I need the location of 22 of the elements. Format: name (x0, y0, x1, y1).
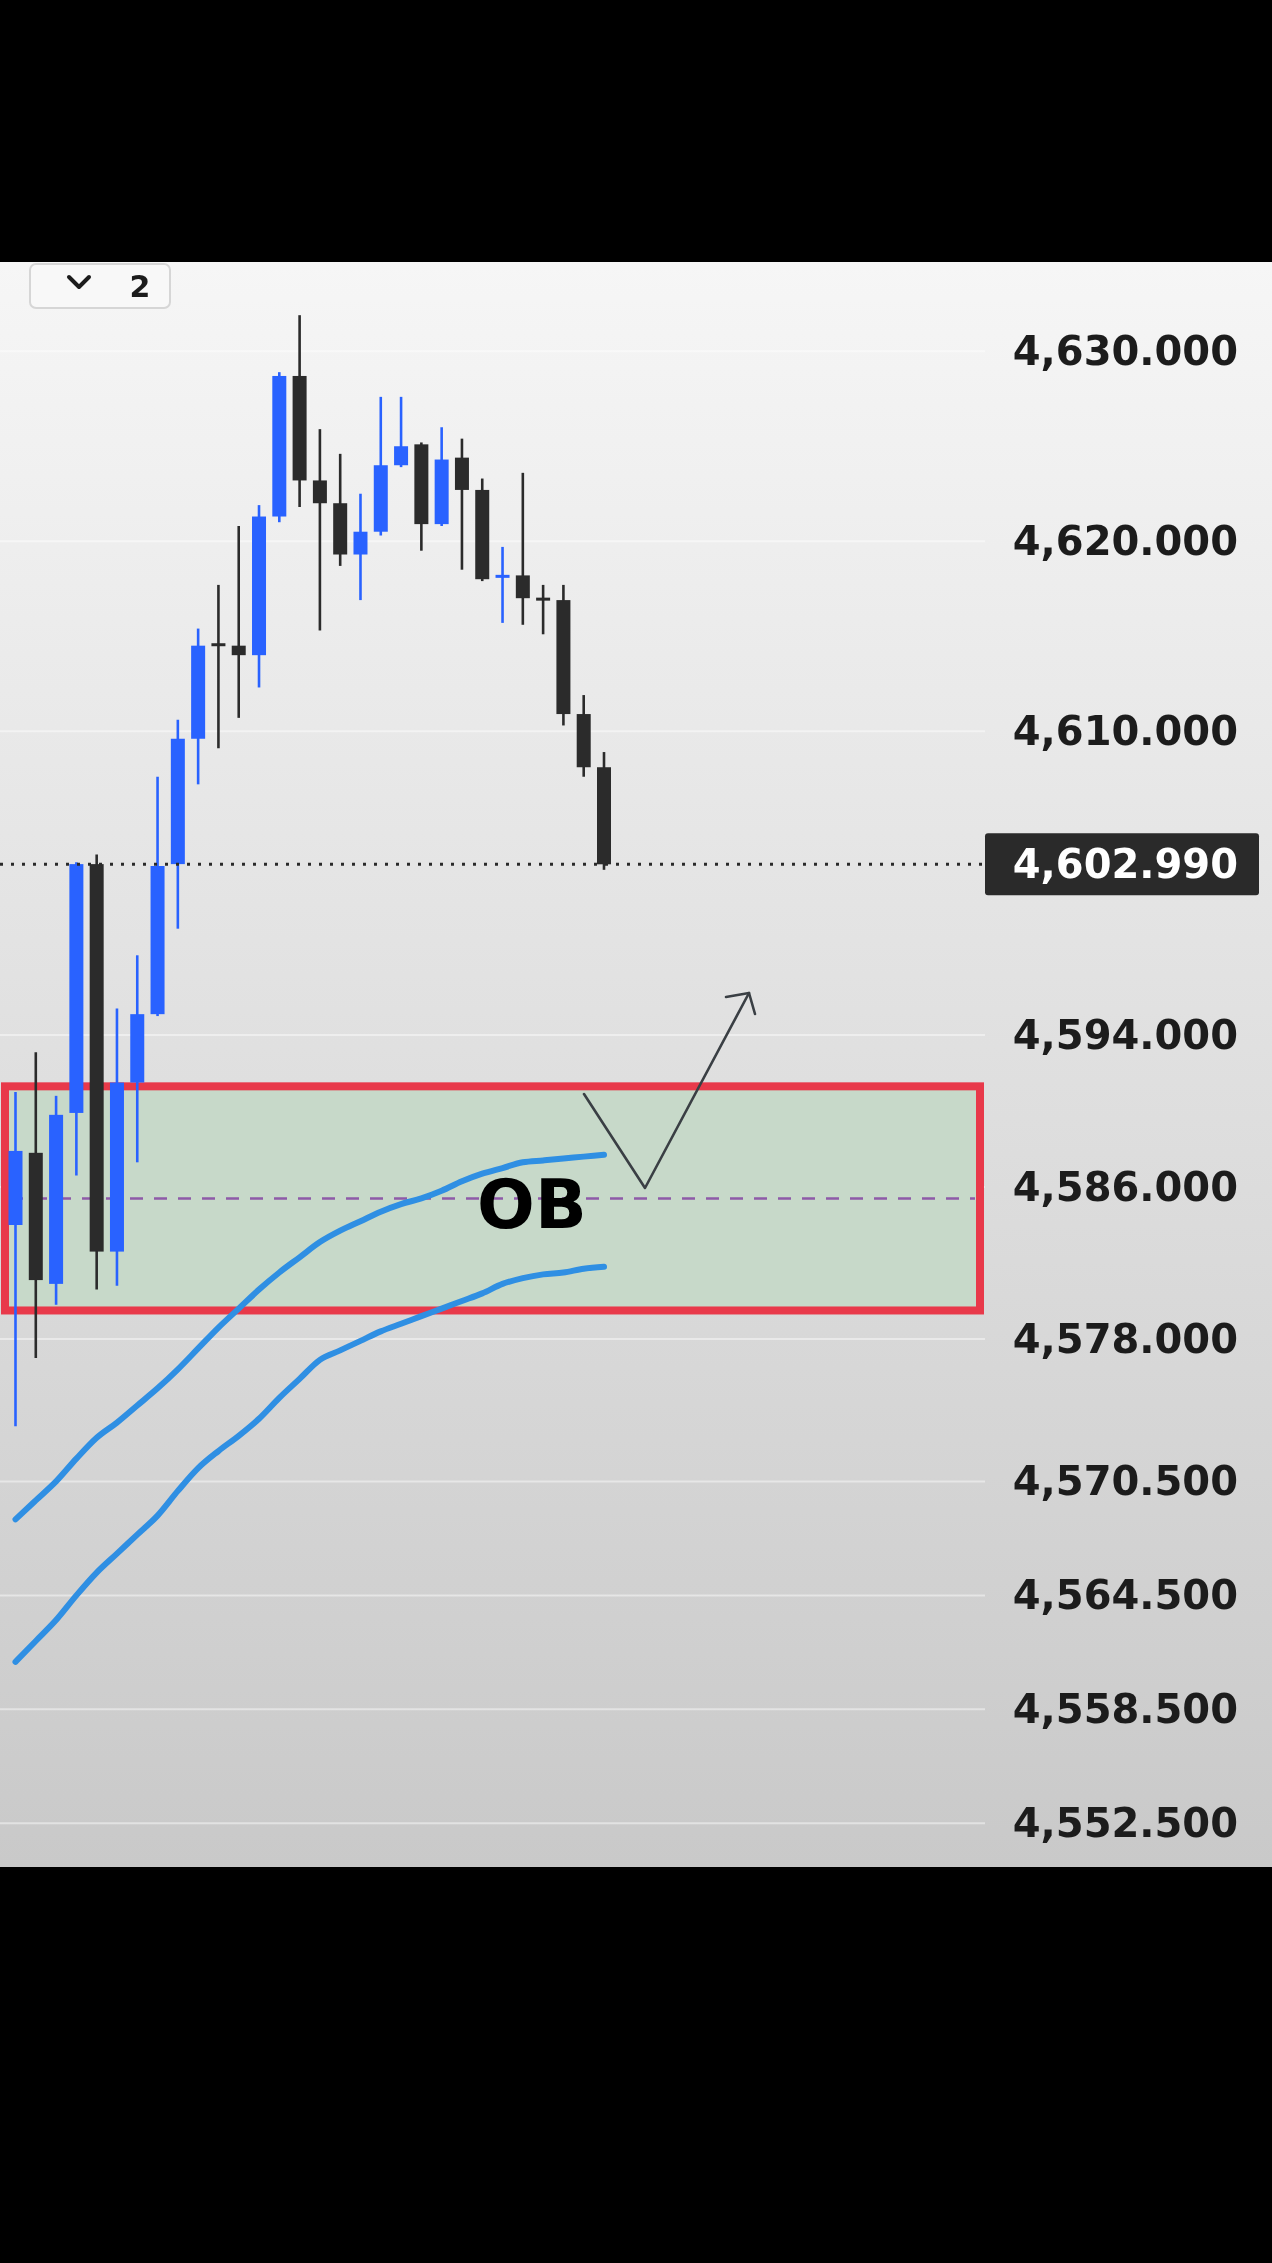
y-tick-label: 4,570.500 (1012, 1458, 1238, 1505)
annotation: 2 (129, 268, 151, 304)
y-tick-label: 4,558.500 (1012, 1686, 1238, 1733)
y-tick-label: 4,610.000 (1012, 708, 1238, 755)
band-label: OB (477, 1164, 587, 1244)
candlestick (536, 583, 551, 636)
candlestick (394, 395, 409, 469)
ref-line-label: 4,602.990 (1012, 841, 1238, 888)
candlestick (515, 471, 530, 627)
candlestick (353, 492, 368, 602)
y-tick-label: 4,586.000 (1012, 1164, 1238, 1211)
candlestick (495, 545, 510, 625)
y-tick-label: 4,564.500 (1012, 1572, 1238, 1619)
y-tick-label: 4,578.000 (1012, 1315, 1238, 1362)
candlestick (211, 583, 226, 750)
counter-button: 2 (29, 263, 171, 309)
y-tick-label: 4,552.500 (1012, 1800, 1238, 1847)
candlestick (231, 524, 246, 720)
y-tick-label: 4,630.000 (1012, 328, 1238, 375)
y-tick-label: 4,594.000 (1012, 1012, 1238, 1059)
candlestick (312, 427, 327, 632)
y-tick-label: 4,620.000 (1012, 518, 1238, 565)
